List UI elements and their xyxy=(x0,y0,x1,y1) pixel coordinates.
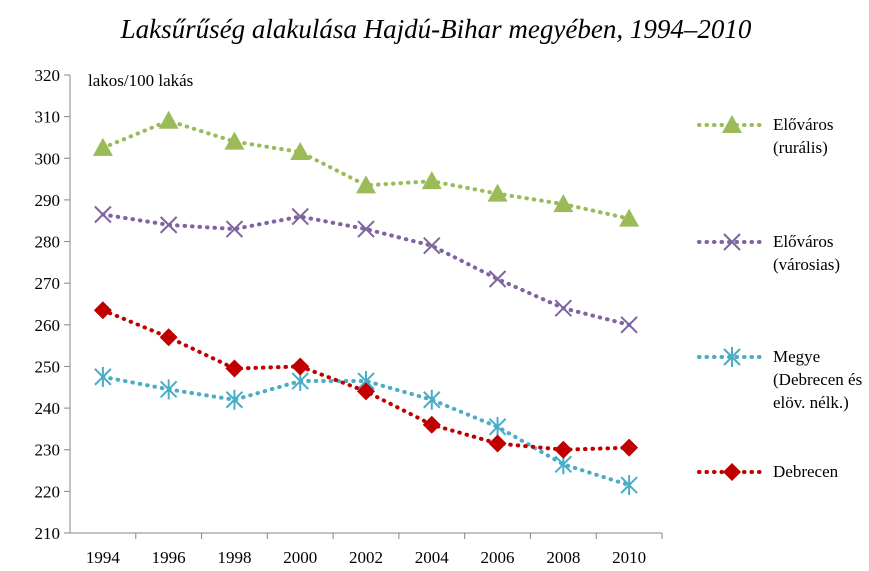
marker xyxy=(723,347,741,367)
marker xyxy=(225,359,244,378)
y-tick-label: 310 xyxy=(35,108,61,127)
series-line xyxy=(100,308,632,452)
marker xyxy=(291,207,309,226)
series xyxy=(93,301,639,459)
marker xyxy=(423,389,441,410)
marker xyxy=(291,357,310,376)
x-tick-label: 1998 xyxy=(217,548,251,567)
y-tick-label: 280 xyxy=(35,233,61,252)
legend-label: Előváros (rurális) xyxy=(773,115,834,157)
y-tick-label: 240 xyxy=(35,399,61,418)
series-line xyxy=(100,118,632,221)
marker xyxy=(225,389,244,410)
series-line xyxy=(100,374,632,488)
marker xyxy=(224,131,245,150)
series xyxy=(94,205,638,334)
y-tick-label: 300 xyxy=(35,149,61,168)
marker xyxy=(488,416,507,437)
y-tick-label: 270 xyxy=(35,274,61,293)
marker xyxy=(356,175,376,194)
y-axis-label: lakos/100 lakás xyxy=(88,71,193,90)
marker xyxy=(422,415,441,434)
legend-label: Megye (Debrecen és elöv. nélk.) xyxy=(773,347,863,412)
marker xyxy=(554,299,573,317)
marker xyxy=(357,382,375,401)
y-tick-label: 290 xyxy=(35,191,61,210)
marker xyxy=(290,142,311,161)
series xyxy=(92,110,640,227)
marker xyxy=(554,440,573,459)
x-tick-label: 2008 xyxy=(546,548,580,567)
marker xyxy=(421,171,442,190)
marker xyxy=(158,110,179,129)
y-tick-label: 260 xyxy=(35,316,61,335)
marker xyxy=(92,137,113,156)
x-tick-label: 2010 xyxy=(612,548,646,567)
marker xyxy=(93,301,112,320)
marker xyxy=(357,220,375,238)
x-tick-label: 2004 xyxy=(415,548,450,567)
marker xyxy=(94,366,112,387)
x-tick-label: 2000 xyxy=(283,548,317,567)
marker xyxy=(620,438,639,457)
x-tick-label: 2002 xyxy=(349,548,383,567)
x-tick-label: 1994 xyxy=(86,548,121,567)
y-tick-label: 320 xyxy=(35,66,61,85)
chart-title: Laksűrűség alakulása Hajdú-Bihar megyébe… xyxy=(120,14,752,44)
marker xyxy=(159,379,178,400)
x-tick-label: 2006 xyxy=(481,548,515,567)
marker xyxy=(423,237,441,255)
legend-label: Előváros (városias) xyxy=(773,232,841,274)
y-tick-label: 210 xyxy=(35,524,61,543)
marker xyxy=(488,270,507,288)
marker xyxy=(620,475,638,496)
marker xyxy=(722,115,742,133)
marker xyxy=(620,316,638,334)
marker xyxy=(488,434,507,453)
series xyxy=(94,366,638,496)
marker xyxy=(225,220,244,238)
y-tick-label: 220 xyxy=(35,482,61,501)
marker xyxy=(159,328,178,347)
marker xyxy=(487,183,508,202)
series-line xyxy=(100,212,632,327)
legend-label: Debrecen xyxy=(773,462,839,481)
marker xyxy=(159,216,178,234)
y-tick-label: 230 xyxy=(35,441,61,460)
marker xyxy=(723,233,741,251)
marker xyxy=(619,208,640,227)
marker xyxy=(94,205,112,224)
x-tick-label: 1996 xyxy=(152,548,186,567)
marker xyxy=(723,463,741,481)
marker xyxy=(553,194,574,213)
y-tick-label: 250 xyxy=(35,357,61,376)
